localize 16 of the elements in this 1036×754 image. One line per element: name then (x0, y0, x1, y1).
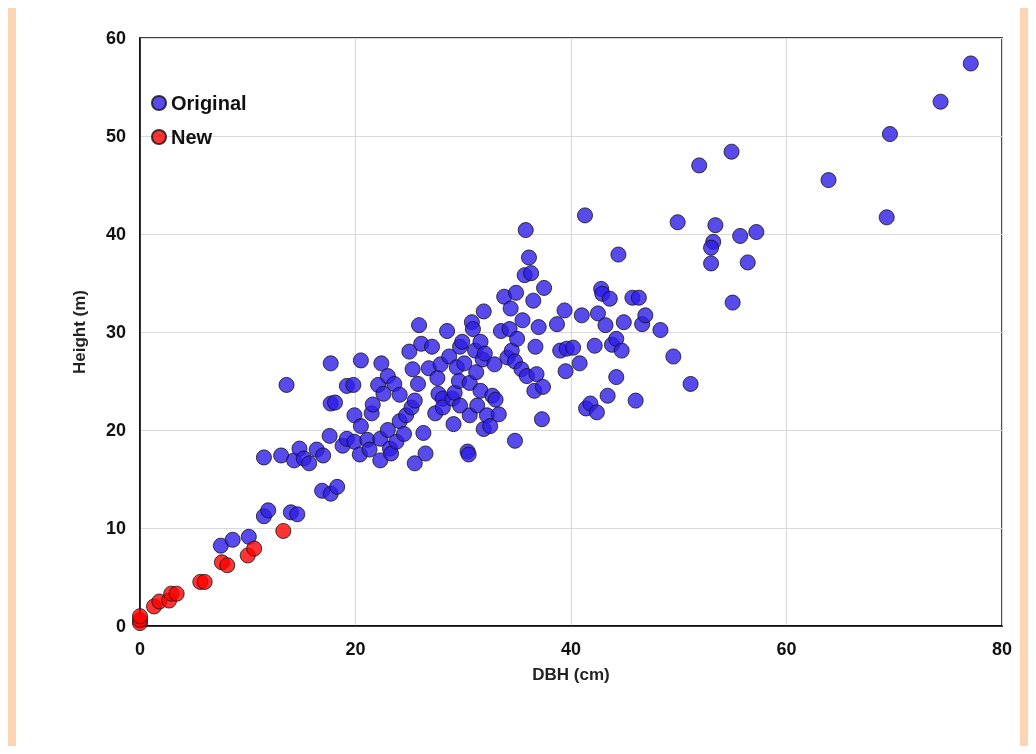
y-tick-label: 60 (105, 28, 126, 48)
y-tick-label: 30 (105, 322, 126, 342)
x-tick-label: 80 (991, 639, 1013, 659)
x-tick-label: 0 (134, 639, 146, 659)
legend-label: Original (171, 92, 247, 114)
x-tick-label: 40 (560, 639, 582, 659)
x-tick-label: 20 (345, 639, 366, 659)
legend-label: New (171, 126, 213, 148)
y-tick-label: 20 (105, 420, 126, 440)
x-axis-title: DBH (cm) (532, 665, 610, 684)
y-tick-label: 50 (105, 126, 126, 146)
y-tick-label: 10 (105, 518, 126, 538)
y-tick-label: 0 (115, 616, 126, 636)
y-axis-title: Height (m) (70, 289, 89, 375)
y-tick-label: 40 (105, 224, 126, 244)
x-tick-label: 60 (776, 639, 797, 659)
